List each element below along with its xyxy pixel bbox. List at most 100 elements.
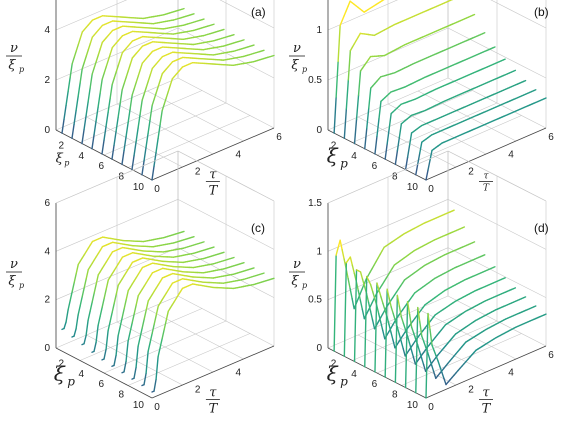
tau-tick-label: 0 [428,402,434,413]
tau-tick-label: 4 [236,367,242,378]
series-curve-xi-2 [343,226,466,358]
svg-text:T: T [209,402,219,417]
z-tick-label: 1 [316,25,322,36]
xi-tick-label: 10 [133,182,145,193]
tau-axis-label: τT [479,386,493,417]
xi-tick-label: 10 [133,400,145,411]
tau-axis-label: τT [205,386,220,417]
series-curve-xi-6 [111,256,235,367]
series-curve-xi-1 [333,209,455,352]
svg-text:p: p [302,65,307,74]
series-curve-xi-7 [121,262,245,374]
series-curve-xi-9 [415,89,537,176]
grid-line [376,320,498,374]
z-tick-label: 1.5 [308,198,322,209]
z-tick-label: 0 [316,125,322,136]
grid-line [401,115,522,168]
svg-text:ν: ν [10,41,18,56]
svg-text:τ: τ [209,386,217,401]
xi-tick-label: 6 [98,161,104,172]
series-curve-xi-5 [374,46,496,155]
series-curve-xi-8 [404,79,527,171]
svg-text:ξ: ξ [291,58,299,73]
xi-tick-label: 2 [331,358,337,369]
z-tick-label: 0.5 [308,75,322,86]
xi-tick-label: 8 [118,172,124,183]
series-curve-xi-7 [394,69,517,166]
series-curve-xi-5 [101,28,225,155]
tau-tick-label: 4 [508,149,514,160]
grid-line [79,90,203,143]
series-curve-xi-2 [71,13,195,140]
svg-text:ν: ν [293,41,301,56]
svg-text:p: p [302,281,307,290]
tau-tick-label: 0 [154,184,160,195]
panel-label: (d) [534,221,549,235]
series-curve-xi-9 [141,272,265,387]
svg-text:T: T [209,184,219,199]
xi-axis-line [327,347,427,399]
series-curve-xi-3 [81,18,205,145]
tau-axis-label: τT [205,168,220,199]
grid-line [376,102,498,156]
svg-text:τ: τ [482,386,490,401]
z-tick-label: 0 [44,343,50,354]
panel-label: (a) [251,5,266,19]
series-curve-xi-3 [81,241,205,346]
series-curve-xi-6 [384,277,506,378]
series-curve-xi-2 [343,0,454,140]
svg-text:ξ: ξ [8,274,16,289]
series-curve-xi-1 [61,7,185,134]
grid-line [127,333,251,386]
svg-text:p: p [340,375,348,389]
tau-tick-label: 2 [468,167,474,178]
tau-axis-line [151,127,275,181]
xi-tick-label: 2 [58,358,64,369]
series-curve-xi-5 [101,251,225,361]
tau-tick-label: 6 [276,132,282,143]
series-curve-xi-9 [141,49,265,176]
series-curve-xi-10 [425,312,547,399]
z-axis-label: νξ p [289,41,307,74]
svg-text:τ: τ [484,172,490,182]
z-axis-label: νξ p [289,257,307,290]
tau-axis-line [151,345,275,399]
svg-text:τ: τ [209,168,217,183]
tau-tick-label: 2 [195,167,201,178]
tau-tick-label: 4 [236,149,242,160]
tau-tick-label: 2 [195,385,201,396]
tau-tick-label: 6 [548,350,554,361]
tau-tick-label: 0 [154,402,160,413]
series-curve-xi-6 [384,58,506,160]
xi-tick-label: 6 [98,379,104,390]
svg-text:T: T [483,184,490,194]
series-curve-xi-3 [353,13,476,145]
series-curve-xi-8 [131,267,255,380]
tau-tick-label: 2 [468,385,474,396]
svg-text:ξ: ξ [327,144,339,168]
series-curve-xi-10 [151,277,275,393]
xi-tick-label: 2 [58,140,64,151]
box-edge [327,150,449,204]
series-curve-xi-4 [91,23,215,150]
svg-text:ξ: ξ [291,274,299,289]
svg-text:ξ: ξ [56,152,64,167]
xi-tick-label: 6 [372,161,378,172]
z-tick-label: 0.5 [308,295,322,306]
svg-text:p: p [19,281,24,290]
grid-line [401,333,522,386]
tau-tick-label: 0 [428,184,434,195]
box-edge [55,150,179,204]
z-tick-label: 2 [44,75,50,86]
series-curve-xi-2 [71,235,195,338]
grid-line [103,102,227,156]
box-edge [177,150,275,202]
svg-text:p: p [64,159,69,168]
z-axis-label: νξ p [6,41,24,74]
